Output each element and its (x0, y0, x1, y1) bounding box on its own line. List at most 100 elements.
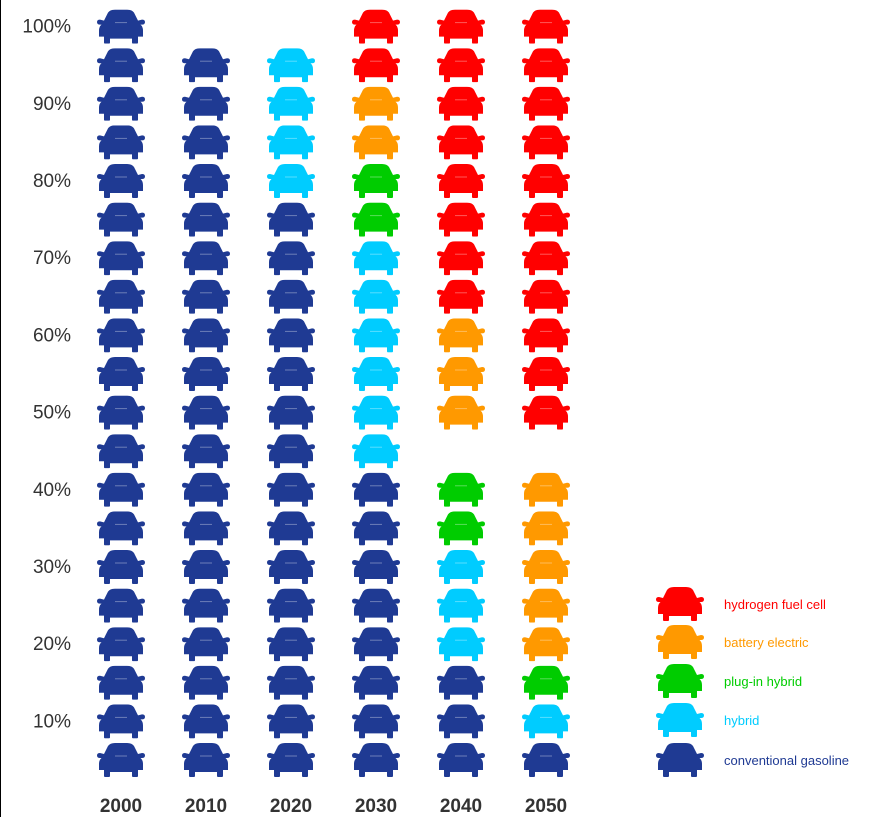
car-icon (182, 550, 230, 584)
car-icon (352, 48, 400, 83)
y-tick-label: 80% (33, 171, 71, 192)
car-icon (97, 665, 145, 700)
car-icon (182, 743, 230, 777)
x-category-label: 2000 (100, 796, 142, 817)
legend-car-icon (656, 664, 704, 698)
car-icon (182, 164, 230, 198)
car-icon (352, 395, 400, 430)
car-columns (97, 9, 570, 777)
car-icon (522, 357, 570, 391)
car-icon (182, 9, 230, 44)
car-icon (267, 511, 315, 546)
car-icon (352, 9, 400, 44)
car-icon (182, 241, 230, 276)
x-category-label: 2040 (440, 796, 482, 817)
car-icon (522, 48, 570, 83)
car-icon (352, 86, 400, 121)
car-icon (97, 472, 145, 507)
car-icon (437, 472, 485, 507)
car-icon (352, 125, 400, 160)
x-category-label: 2010 (185, 796, 227, 817)
car-icon (182, 588, 230, 623)
car-icon (522, 665, 570, 700)
x-axis-labels: 2000 2010 2020 2030 2040 2050 (100, 796, 567, 817)
car-icon (437, 86, 485, 121)
car-icon (267, 704, 315, 739)
car-icon (97, 395, 145, 430)
legend-label: hydrogen fuel cell (724, 597, 826, 612)
car-icon (522, 164, 570, 198)
car-icon (352, 627, 400, 662)
car-icon (182, 434, 230, 469)
car-icon (352, 511, 400, 546)
car-icon (522, 588, 570, 623)
car-icon (267, 627, 315, 662)
car-icon (437, 202, 485, 237)
legend-label: hybrid (724, 713, 759, 728)
car-icon (267, 9, 315, 44)
y-axis-ticks: 10% 20% 30% 40% 50% 60% 70% 80% 90% 100% (22, 17, 71, 733)
car-icon (267, 743, 315, 777)
car-icon (182, 125, 230, 160)
car-icon (352, 665, 400, 700)
car-icon (97, 48, 145, 83)
car-icon (352, 279, 400, 314)
car-icon (267, 357, 315, 391)
legend-label: battery electric (724, 635, 809, 650)
car-icon (522, 86, 570, 121)
car-icon (182, 472, 230, 507)
car-icon (267, 202, 315, 237)
car-icon (182, 627, 230, 662)
car-icon (352, 550, 400, 584)
legend-car-icon (656, 587, 704, 621)
x-category-label: 2030 (355, 796, 397, 817)
legend: hydrogen fuel cell battery electric plug-i… (656, 587, 849, 777)
car-icon (522, 9, 570, 44)
car-icon (437, 704, 485, 739)
car-icon (182, 395, 230, 430)
car-icon (437, 665, 485, 700)
y-tick-label: 70% (33, 248, 71, 269)
car-icon (437, 9, 485, 44)
car-icon (97, 588, 145, 623)
car-icon (522, 743, 570, 777)
y-tick-label: 10% (33, 711, 71, 732)
car-icon (352, 202, 400, 237)
car-icon (267, 472, 315, 507)
car-icon (352, 743, 400, 777)
car-icon (437, 241, 485, 276)
car-icon (97, 241, 145, 276)
car-icon (352, 241, 400, 276)
legend-car-icon (656, 703, 704, 737)
y-tick-label: 60% (33, 325, 71, 346)
y-tick-label: 100% (22, 17, 71, 38)
car-icon (437, 318, 485, 353)
x-category-label: 2050 (525, 796, 567, 817)
car-icon (522, 704, 570, 739)
car-icon (352, 164, 400, 198)
legend-car-icon (656, 625, 704, 659)
car-icon (352, 318, 400, 353)
car-icon (267, 48, 315, 83)
y-tick-label: 40% (33, 480, 71, 501)
car-icon (97, 125, 145, 160)
car-icon (97, 318, 145, 353)
car-icon (97, 511, 145, 546)
car-icon (182, 704, 230, 739)
car-icon (522, 434, 570, 469)
car-icon (182, 511, 230, 546)
car-icon (522, 279, 570, 314)
car-icon (97, 743, 145, 777)
car-icon (182, 86, 230, 121)
car-icon (97, 550, 145, 584)
car-icon (522, 627, 570, 662)
car-icon (522, 472, 570, 507)
car-icon (182, 202, 230, 237)
legend-label: conventional gasoline (724, 753, 849, 768)
car-icon (437, 743, 485, 777)
car-icon (522, 318, 570, 353)
car-icon (267, 395, 315, 430)
legend-car-icon (656, 743, 704, 777)
